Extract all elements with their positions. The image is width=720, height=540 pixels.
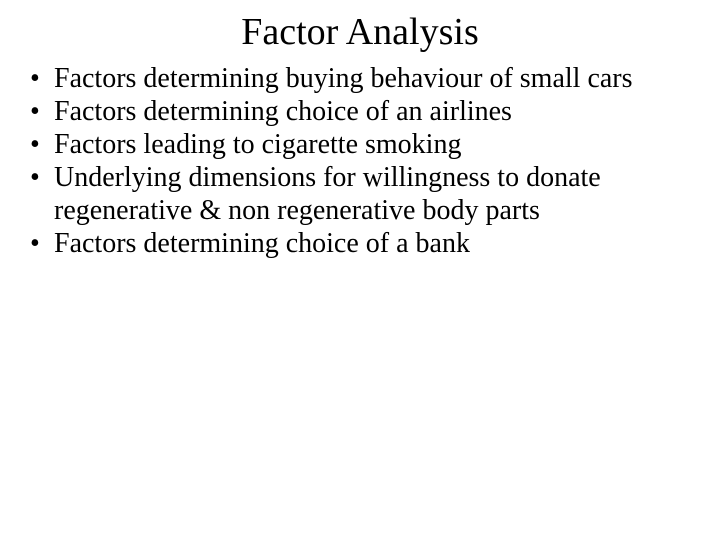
bullet-icon: • — [30, 95, 54, 128]
bullet-text: Underlying dimensions for willingness to… — [54, 161, 690, 227]
bullet-icon: • — [30, 227, 54, 260]
bullet-icon: • — [30, 128, 54, 161]
list-item: • Factors determining choice of an airli… — [30, 95, 690, 128]
bullet-icon: • — [30, 62, 54, 95]
bullet-text: Factors determining buying behaviour of … — [54, 62, 690, 95]
list-item: • Factors determining choice of a bank — [30, 227, 690, 260]
bullet-icon: • — [30, 161, 54, 194]
list-item: • Factors leading to cigarette smoking — [30, 128, 690, 161]
list-item: • Factors determining buying behaviour o… — [30, 62, 690, 95]
slide: Factor Analysis • Factors determining bu… — [0, 0, 720, 540]
slide-title: Factor Analysis — [20, 10, 700, 54]
bullet-text: Factors determining choice of an airline… — [54, 95, 690, 128]
bullet-list: • Factors determining buying behaviour o… — [20, 62, 700, 260]
bullet-text: Factors determining choice of a bank — [54, 227, 690, 260]
bullet-text: Factors leading to cigarette smoking — [54, 128, 690, 161]
list-item: • Underlying dimensions for willingness … — [30, 161, 690, 227]
